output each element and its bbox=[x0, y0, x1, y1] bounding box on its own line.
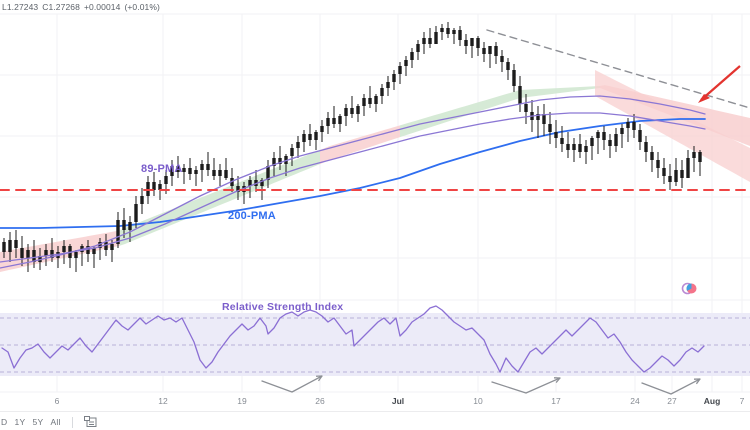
rsi-bottom-arrow-3 bbox=[641, 378, 701, 395]
x-axis-tick: Jul bbox=[391, 396, 405, 406]
ma200-annotation-label: 200-PMA bbox=[228, 210, 276, 222]
quote-change: +0.00014 bbox=[83, 2, 121, 12]
rsi-bottom-arrow-3-head bbox=[693, 378, 701, 385]
x-axis-tick: 24 bbox=[630, 396, 640, 406]
x-axis-tick: 27 bbox=[667, 396, 677, 406]
x-axis-tick: 19 bbox=[237, 396, 247, 406]
rsi-bottom-arrow-2-head bbox=[553, 377, 561, 383]
rsi-bottom-arrow-1 bbox=[261, 375, 323, 393]
quote-close: C1.27268 bbox=[42, 2, 80, 12]
rsi-bottom-arrow-2 bbox=[491, 377, 561, 394]
candlestick-series bbox=[2, 22, 702, 272]
rsi-pane bbox=[0, 313, 750, 376]
calendar-settings-icon[interactable] bbox=[83, 416, 97, 428]
range-toolbar[interactable]: D 1Y 5Y All bbox=[0, 414, 750, 430]
x-axis-tick: 6 bbox=[54, 396, 60, 406]
range-button-1y[interactable]: 1Y bbox=[14, 417, 26, 427]
range-button-d[interactable]: D bbox=[1, 417, 8, 427]
quote-low: L1.27243 bbox=[2, 2, 39, 12]
ma89-line-b bbox=[0, 112, 706, 263]
quote-header: L1.27243 C1.27268 +0.00014 (+0.01%) bbox=[0, 0, 750, 14]
cloud-span bbox=[400, 86, 600, 138]
x-axis-ticks: 6 12 19 26 Jul 10 17 24 27 Aug 7 bbox=[0, 396, 750, 412]
x-axis-tick: Aug bbox=[703, 396, 721, 406]
ma89-annotation-label: 89-PMA bbox=[141, 163, 183, 175]
x-axis-tick: 17 bbox=[551, 396, 561, 406]
rsi-annotation-label: Relative Strength Index bbox=[222, 301, 344, 313]
chart-canvas[interactable] bbox=[0, 0, 750, 396]
cloud-span bbox=[0, 230, 120, 272]
x-axis-tick: 7 bbox=[739, 396, 745, 406]
toolbar-divider bbox=[71, 416, 73, 428]
range-button-group[interactable]: D 1Y 5Y All bbox=[1, 417, 61, 427]
quote-change-percent: (+0.01%) bbox=[124, 2, 160, 12]
range-button-all[interactable]: All bbox=[50, 417, 61, 427]
x-axis-tick: 10 bbox=[473, 396, 483, 406]
rsi-bottom-arrow-1-head bbox=[315, 375, 323, 382]
axis-separator bbox=[0, 411, 750, 412]
site-logo-badge bbox=[681, 282, 697, 295]
ma89-line-a bbox=[0, 95, 706, 269]
x-axis-tick: 12 bbox=[158, 396, 168, 406]
x-axis-tick: 26 bbox=[315, 396, 325, 406]
range-button-5y[interactable]: 5Y bbox=[32, 417, 44, 427]
ma200-line bbox=[0, 118, 706, 229]
rsi-line bbox=[1, 305, 705, 373]
cloud-span-bearish-right bbox=[595, 70, 750, 182]
red-down-arrow-annotation bbox=[698, 65, 741, 103]
